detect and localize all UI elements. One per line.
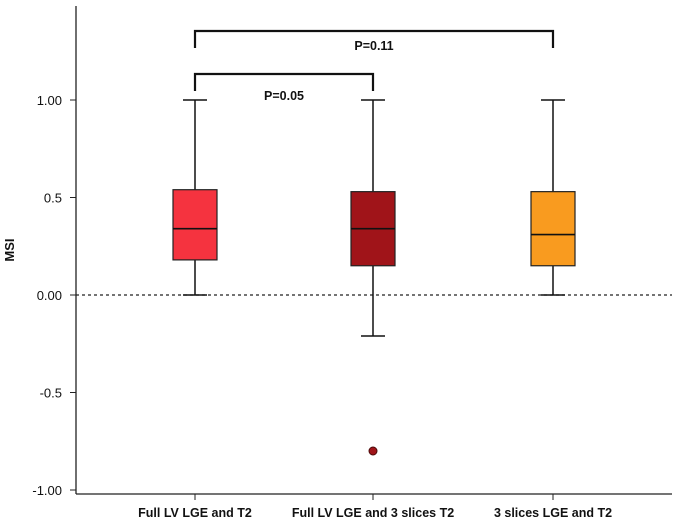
y-tick-label: -0.5	[40, 386, 62, 401]
bracket-line	[193, 72, 375, 91]
p-value-label: P=0.11	[354, 39, 393, 53]
p-value-label: P=0.05	[264, 89, 304, 103]
y-tick-label: 1.00	[37, 93, 62, 108]
box-2	[350, 99, 396, 456]
outlier-point	[368, 446, 378, 456]
y-axis-title: MSI	[2, 238, 17, 261]
comparison-bracket-1: P=0.05	[193, 72, 375, 103]
box-3	[530, 99, 576, 296]
bracket-line	[193, 29, 555, 48]
y-tick-label: 0.5	[44, 191, 62, 206]
category-label: Full LV LGE and 3 slices T2	[292, 506, 454, 520]
category-label: 3 slices LGE and T2	[494, 506, 612, 520]
boxes-group	[172, 99, 576, 456]
comparison-brackets: P=0.05 P=0.11	[193, 29, 555, 103]
y-tick-label: -1.00	[32, 483, 62, 498]
box-1	[172, 99, 218, 296]
y-ticks: 1.00 0.5 0.00 -0.5 -1.00	[32, 93, 76, 498]
category-label: Full LV LGE and T2	[138, 506, 252, 520]
iqr-box	[172, 189, 218, 261]
comparison-bracket-2: P=0.11	[193, 29, 555, 53]
y-tick-label: 0.00	[37, 288, 62, 303]
category-labels: Full LV LGE and T2 Full LV LGE and 3 slic…	[138, 494, 612, 520]
iqr-box	[530, 191, 576, 267]
